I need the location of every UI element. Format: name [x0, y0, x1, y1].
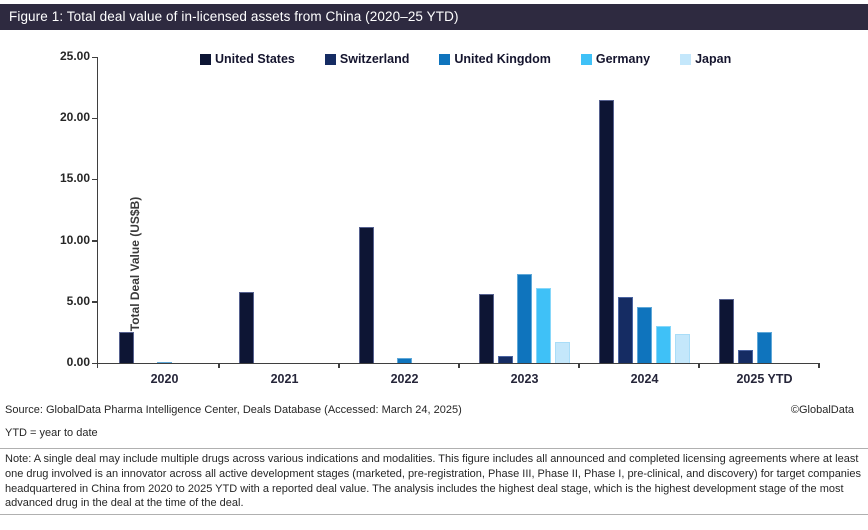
ytd-definition-text: YTD = year to date: [5, 427, 98, 439]
y-tick-label: 20.00: [59, 110, 90, 125]
y-tick-label: 15.00: [59, 171, 90, 186]
bar-group-2020: [98, 57, 218, 363]
bar-group-2025-ytd: [698, 57, 818, 363]
source-text: Source: GlobalData Pharma Intelligence C…: [5, 404, 462, 416]
x-tick-mark: [578, 363, 580, 368]
x-tick-mark: [96, 363, 98, 368]
x-axis-label: 2020: [150, 372, 179, 386]
bar-united-kingdom-2024: [637, 307, 652, 363]
bar-group-2023: [458, 57, 578, 363]
legend-label: Germany: [595, 52, 651, 66]
x-tick-mark: [458, 363, 460, 368]
x-axis-label: 2025 YTD: [736, 372, 793, 386]
x-tick-mark: [218, 363, 220, 368]
divider-line-top: [0, 448, 868, 449]
x-axis-label: 2021: [270, 372, 299, 386]
bar-group-2021: [218, 57, 338, 363]
x-tick-mark: [818, 363, 820, 368]
legend-item-switzerland: Switzerland: [324, 52, 410, 66]
legend-swatch-icon: [580, 53, 592, 65]
legend-item-japan: Japan: [680, 52, 731, 66]
bar-switzerland-2024: [618, 297, 633, 363]
y-tick-mark: [91, 240, 97, 242]
chart-legend: United States Switzerland United Kingdom Ge…: [200, 51, 731, 67]
x-tick-mark: [338, 363, 340, 368]
bar-group-2024: [578, 57, 698, 363]
bar-japan-2024: [675, 334, 690, 363]
bar-united-kingdom-2022: [397, 358, 412, 363]
x-axis-label: 2022: [390, 372, 419, 386]
bar-united-states-2022: [359, 227, 374, 363]
bar-united-states-2023: [479, 294, 494, 363]
figure-title-bar: Figure 1: Total deal value of in-license…: [0, 4, 868, 30]
legend-swatch-icon: [200, 53, 211, 65]
bar-japan-2023: [555, 342, 570, 363]
legend-swatch-icon: [680, 53, 692, 65]
bar-switzerland-2025-ytd: [738, 350, 753, 363]
bar-united-states-2020: [119, 332, 134, 363]
bar-united-states-2024: [599, 100, 614, 363]
y-tick-mark: [91, 178, 97, 181]
note-text: Note: A single deal may include multiple…: [5, 453, 861, 510]
y-tick-label: 25.00: [59, 49, 90, 63]
bar-switzerland-2023: [498, 356, 513, 363]
bar-germany-2023: [536, 288, 551, 363]
divider-line-bottom: [0, 514, 868, 515]
legend-item-united-kingdom: United Kingdom: [439, 52, 551, 66]
y-tick-mark: [91, 117, 97, 120]
y-tick-label: 10.00: [59, 232, 90, 247]
bar-united-states-2021: [239, 292, 254, 363]
copyright-text: ©GlobalData: [790, 404, 854, 416]
bar-united-kingdom-2020: [157, 362, 172, 363]
legend-swatch-icon: [439, 53, 451, 65]
y-tick-label: 0.00: [66, 355, 90, 369]
legend-label: Japan: [695, 52, 732, 66]
plot-area: Total Deal Value (US$B) 0.00 5.00 10.00 15.…: [60, 49, 820, 386]
bar-united-kingdom-2025-ytd: [757, 332, 772, 363]
bar-united-states-2025-ytd: [719, 299, 734, 363]
legend-swatch-icon: [324, 53, 336, 65]
legend-label: United Kingdom: [454, 52, 551, 66]
x-tick-mark: [698, 363, 700, 368]
legend-label: Switzerland: [339, 52, 410, 66]
bar-united-kingdom-2023: [517, 274, 532, 363]
legend-item-germany: Germany: [580, 52, 651, 66]
x-axis-label: 2024: [630, 372, 659, 386]
y-tick-label: 5.00: [66, 293, 90, 308]
y-tick-mark: [91, 362, 97, 364]
y-tick-mark: [91, 56, 97, 58]
legend-label: United States: [215, 52, 295, 66]
x-axis-label: 2023: [510, 372, 539, 386]
legend-item-united-states: United States: [200, 52, 295, 66]
y-tick-mark: [91, 301, 97, 303]
bar-group-2022: [338, 57, 458, 363]
bar-germany-2024: [656, 326, 671, 363]
